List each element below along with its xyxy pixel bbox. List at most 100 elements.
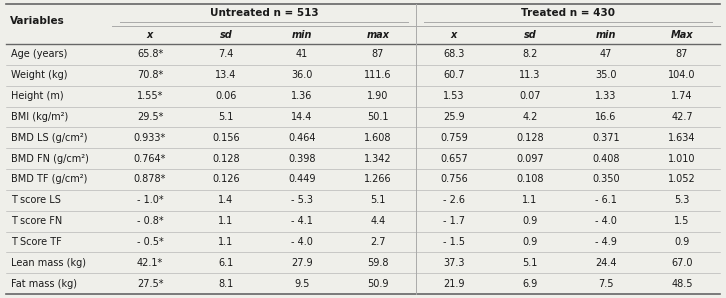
Text: - 0.5*: - 0.5*: [136, 237, 163, 247]
Text: 1.608: 1.608: [364, 133, 392, 143]
Text: 0.9: 0.9: [523, 216, 538, 226]
Text: 41: 41: [296, 49, 308, 59]
Text: Fat mass (kg): Fat mass (kg): [11, 279, 77, 288]
Text: 0.756: 0.756: [440, 174, 468, 184]
Text: 8.1: 8.1: [219, 279, 234, 288]
Text: 27.9: 27.9: [291, 258, 313, 268]
Text: 4.4: 4.4: [370, 216, 386, 226]
Text: sd: sd: [523, 30, 537, 40]
Text: 6.1: 6.1: [219, 258, 234, 268]
Text: Height (m): Height (m): [11, 91, 64, 101]
Text: 0.9: 0.9: [674, 237, 690, 247]
Text: 1.1: 1.1: [219, 216, 234, 226]
Text: 42.1*: 42.1*: [137, 258, 163, 268]
Text: 1.36: 1.36: [291, 91, 313, 101]
Text: 0.657: 0.657: [440, 153, 468, 164]
Text: 25.9: 25.9: [443, 112, 465, 122]
Text: 4.2: 4.2: [522, 112, 538, 122]
Text: - 0.8*: - 0.8*: [136, 216, 163, 226]
Text: 48.5: 48.5: [672, 279, 693, 288]
Text: 60.7: 60.7: [444, 70, 465, 80]
Text: Untreated n = 513: Untreated n = 513: [210, 8, 318, 18]
Text: - 1.7: - 1.7: [443, 216, 465, 226]
Text: min: min: [596, 30, 616, 40]
Text: T Score TF: T Score TF: [11, 237, 62, 247]
Text: 36.0: 36.0: [291, 70, 313, 80]
Text: - 6.1: - 6.1: [595, 195, 617, 205]
Text: BMD LS (g/cm²): BMD LS (g/cm²): [11, 133, 88, 143]
Text: - 1.0*: - 1.0*: [136, 195, 163, 205]
Text: - 4.0: - 4.0: [291, 237, 313, 247]
Text: 0.449: 0.449: [288, 174, 316, 184]
Text: Max: Max: [671, 30, 693, 40]
Text: - 1.5: - 1.5: [443, 237, 465, 247]
Text: T score FN: T score FN: [11, 216, 62, 226]
Text: - 5.3: - 5.3: [291, 195, 313, 205]
Text: 7.4: 7.4: [219, 49, 234, 59]
Text: 1.90: 1.90: [367, 91, 388, 101]
Text: 104.0: 104.0: [668, 70, 696, 80]
Text: 29.5*: 29.5*: [136, 112, 163, 122]
Text: 0.07: 0.07: [519, 91, 541, 101]
Text: 0.108: 0.108: [516, 174, 544, 184]
Text: - 4.0: - 4.0: [595, 216, 617, 226]
Text: 0.933*: 0.933*: [134, 133, 166, 143]
Text: 6.9: 6.9: [523, 279, 538, 288]
Text: 1.010: 1.010: [668, 153, 696, 164]
Text: 0.128: 0.128: [516, 133, 544, 143]
Text: Age (years): Age (years): [11, 49, 68, 59]
Text: 0.464: 0.464: [288, 133, 316, 143]
Text: 65.8*: 65.8*: [137, 49, 163, 59]
Text: 68.3: 68.3: [444, 49, 465, 59]
Text: 1.266: 1.266: [364, 174, 392, 184]
Text: 35.0: 35.0: [595, 70, 617, 80]
Text: 14.4: 14.4: [291, 112, 313, 122]
Text: 8.2: 8.2: [522, 49, 538, 59]
Text: 21.9: 21.9: [444, 279, 465, 288]
Text: 1.1: 1.1: [523, 195, 538, 205]
Text: 1.5: 1.5: [674, 216, 690, 226]
Text: 59.8: 59.8: [367, 258, 388, 268]
Text: 87: 87: [676, 49, 688, 59]
Text: 0.156: 0.156: [212, 133, 240, 143]
Text: - 4.1: - 4.1: [291, 216, 313, 226]
Text: 7.5: 7.5: [598, 279, 613, 288]
Text: 0.408: 0.408: [592, 153, 620, 164]
Text: 5.1: 5.1: [522, 258, 538, 268]
Text: 5.3: 5.3: [674, 195, 690, 205]
Text: min: min: [292, 30, 312, 40]
Text: 16.6: 16.6: [595, 112, 616, 122]
Text: 42.7: 42.7: [672, 112, 693, 122]
Text: 11.3: 11.3: [519, 70, 541, 80]
Text: sd: sd: [220, 30, 232, 40]
Text: 27.5*: 27.5*: [136, 279, 163, 288]
Text: 2.7: 2.7: [370, 237, 386, 247]
Text: 87: 87: [372, 49, 384, 59]
Text: 70.8*: 70.8*: [137, 70, 163, 80]
Text: 0.126: 0.126: [212, 174, 240, 184]
Text: Variables: Variables: [10, 15, 65, 26]
Text: 13.4: 13.4: [216, 70, 237, 80]
Text: 67.0: 67.0: [672, 258, 693, 268]
Text: 1.55*: 1.55*: [136, 91, 163, 101]
Text: x: x: [451, 30, 457, 40]
Text: BMD FN (g/cm²): BMD FN (g/cm²): [11, 153, 89, 164]
Text: 1.74: 1.74: [672, 91, 693, 101]
Text: 37.3: 37.3: [444, 258, 465, 268]
Text: 0.350: 0.350: [592, 174, 620, 184]
Text: 0.9: 0.9: [523, 237, 538, 247]
Text: - 2.6: - 2.6: [443, 195, 465, 205]
Text: 0.759: 0.759: [440, 133, 468, 143]
Text: 0.764*: 0.764*: [134, 153, 166, 164]
Text: 5.1: 5.1: [370, 195, 386, 205]
Text: Weight (kg): Weight (kg): [11, 70, 68, 80]
Text: Lean mass (kg): Lean mass (kg): [11, 258, 86, 268]
Text: T score LS: T score LS: [11, 195, 61, 205]
Text: 0.878*: 0.878*: [134, 174, 166, 184]
Text: 5.1: 5.1: [219, 112, 234, 122]
Text: 24.4: 24.4: [595, 258, 617, 268]
Text: 50.1: 50.1: [367, 112, 388, 122]
Text: max: max: [367, 30, 390, 40]
Text: 47: 47: [600, 49, 612, 59]
Text: 1.1: 1.1: [219, 237, 234, 247]
